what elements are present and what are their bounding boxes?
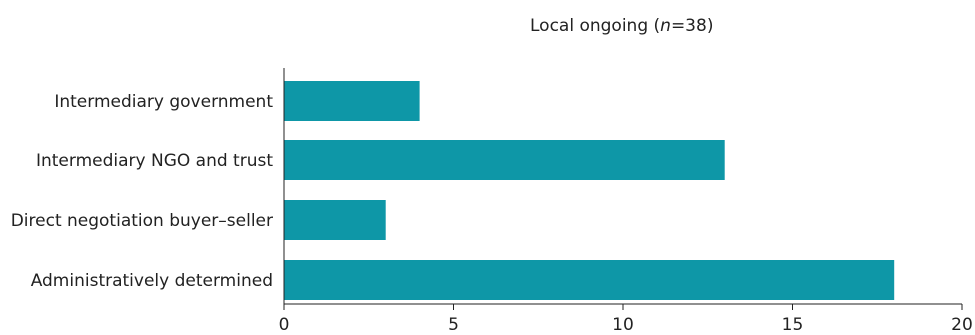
y-tick-label-4: Administratively determined	[31, 271, 273, 291]
chart-title-n: n	[660, 16, 671, 36]
y-tick-label-1: Intermediary government	[54, 92, 273, 112]
x-tick-label-5: 20	[951, 315, 973, 335]
bar-4	[284, 260, 895, 300]
bar-1	[284, 81, 420, 121]
x-tick-label-1: 0	[279, 315, 290, 335]
y-tick-label-3: Direct negotiation buyer–seller	[11, 211, 273, 231]
y-tick-label-2: Intermediary NGO and trust	[36, 151, 273, 171]
x-tick-label-4: 15	[782, 315, 804, 335]
bar-3	[284, 200, 386, 240]
bar-2	[284, 140, 725, 180]
chart-title-suffix: =38)	[670, 16, 714, 36]
x-tick-label-2: 5	[448, 315, 459, 335]
x-tick-label-3: 10	[612, 315, 634, 335]
chart-title-prefix: Local ongoing (	[530, 16, 661, 36]
